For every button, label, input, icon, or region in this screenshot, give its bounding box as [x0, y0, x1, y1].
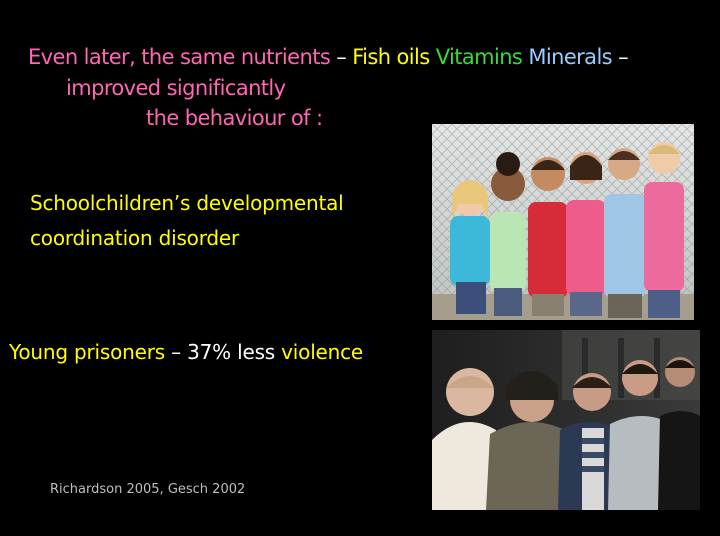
prisoners-stat: 37% less	[187, 340, 276, 364]
heading-dash: –	[330, 45, 353, 69]
prisoners-line: Young prisoners – 37% less violence	[9, 340, 363, 364]
heading-fish-oils: Fish oils	[352, 45, 430, 69]
prisoners-photo	[432, 330, 700, 510]
heading-line-1: Even later, the same nutrients – Fish oi…	[28, 45, 629, 69]
heading-intro: Even later, the same nutrients	[28, 45, 331, 69]
prisoners-label: Young prisoners	[9, 340, 165, 364]
citation: Richardson 2005, Gesch 2002	[50, 482, 246, 497]
heading-line-3: the behaviour of :	[146, 106, 323, 130]
schoolchildren-line-1: Schoolchildren’s developmental	[30, 191, 344, 215]
prisoners-dash: –	[164, 340, 188, 364]
schoolchildren-line-2: coordination disorder	[30, 226, 239, 250]
heading-minerals: Minerals	[528, 45, 613, 69]
children-photo	[432, 124, 694, 320]
prisoners-violence: violence	[275, 340, 364, 364]
heading-line-2: improved significantly	[66, 76, 286, 100]
heading-dash-end: –	[612, 45, 629, 69]
heading-vitamins: Vitamins	[435, 45, 523, 69]
